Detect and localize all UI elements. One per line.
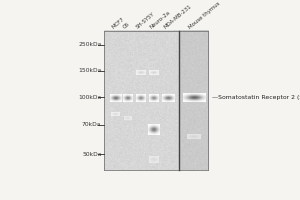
Text: MDA-MB-231: MDA-MB-231 (163, 4, 192, 30)
Text: 150kDa: 150kDa (78, 68, 101, 73)
Text: 70kDa: 70kDa (82, 122, 101, 127)
Text: —Somatostatin Receptor 2 (SSTR2): —Somatostatin Receptor 2 (SSTR2) (212, 95, 300, 100)
Text: Neuro-2a: Neuro-2a (149, 10, 171, 30)
Text: 250kDa: 250kDa (78, 42, 101, 47)
Text: SH-SY5Y: SH-SY5Y (135, 12, 156, 30)
Text: C6: C6 (123, 22, 131, 30)
Text: 100kDa: 100kDa (78, 95, 101, 100)
Text: Mouse thymus: Mouse thymus (188, 1, 221, 30)
Text: MCF7: MCF7 (110, 17, 125, 30)
Text: 50kDa: 50kDa (82, 152, 101, 157)
